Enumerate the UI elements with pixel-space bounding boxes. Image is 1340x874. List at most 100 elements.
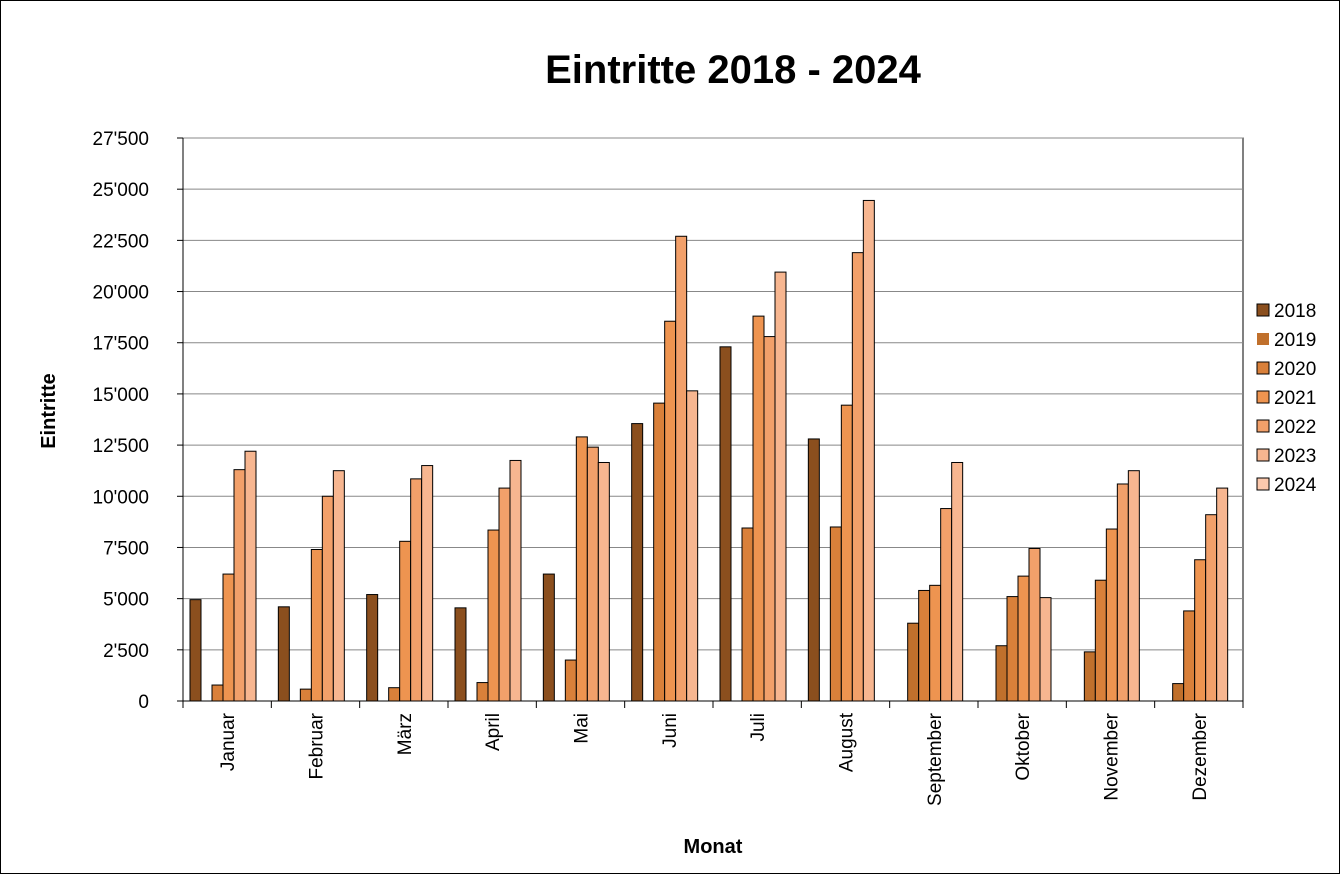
x-axis-label: Monat	[684, 836, 743, 858]
bar-2021-Oktober	[1017, 575, 1030, 702]
y-tick-label: 25'000	[93, 180, 149, 201]
bar-2018-Juni	[631, 423, 644, 702]
bar-2019-Oktober	[995, 645, 1008, 702]
bar-2021-Mai	[575, 436, 588, 702]
bars	[189, 199, 1229, 702]
bar-2023-Mai	[597, 461, 610, 702]
legend-label-2021: 2021	[1274, 388, 1316, 409]
x-tick-label: Juli	[748, 713, 769, 742]
bar-2022-März	[410, 478, 423, 702]
y-tick-label: 15'000	[93, 385, 149, 406]
bar-2023-November	[1127, 470, 1140, 702]
plot-background	[182, 137, 1244, 702]
bar-2022-Juni	[675, 235, 688, 702]
bar-2018-Juli	[719, 346, 732, 702]
bar-2022-August	[851, 252, 864, 702]
bar-2022-September	[940, 508, 953, 702]
bar-2021-Juni	[664, 320, 677, 702]
bar-2021-Dezember	[1194, 559, 1207, 702]
bar-2023-September	[951, 461, 964, 702]
x-axis-ticks: Januar Februar März April Mai Juni Juli August S…	[182, 701, 1244, 806]
bar-2023-Oktober	[1039, 597, 1052, 702]
bar-2019-September	[907, 622, 920, 702]
x-tick-label: September	[925, 712, 946, 806]
x-tick-label: August	[837, 712, 858, 772]
legend-swatch-2021	[1256, 390, 1270, 404]
bar-2019-Dezember	[1172, 683, 1185, 702]
bar-2021-April	[487, 529, 500, 702]
bar-2023-April	[509, 459, 522, 702]
y-axis-label: Eintritte	[38, 373, 60, 449]
bar-2021-August	[840, 404, 853, 702]
y-tick-label: 17'500	[93, 334, 149, 355]
bar-2020-Februar	[299, 688, 312, 702]
bar-2023-Juli	[774, 271, 787, 702]
bar-2021-November	[1105, 528, 1118, 702]
bar-2023-März	[421, 465, 434, 702]
bar-2022-Oktober	[1028, 547, 1041, 702]
legend-swatch-2022	[1256, 419, 1270, 433]
bar-2023-Februar	[332, 470, 345, 702]
bar-2020-Januar	[211, 684, 224, 702]
x-tick-label: Mai	[572, 713, 593, 744]
bar-2019-November	[1083, 651, 1096, 702]
legend-swatch-2023	[1256, 448, 1270, 462]
y-tick-label: 10'000	[93, 487, 149, 508]
legend-label-2018: 2018	[1274, 301, 1316, 322]
y-tick-label: 0	[138, 692, 149, 713]
x-tick-label: Februar	[307, 712, 328, 779]
bar-2018-März	[366, 594, 379, 702]
bar-2021-Juli	[752, 315, 765, 702]
bar-2021-September	[929, 584, 942, 702]
y-tick-label: 27'500	[93, 129, 149, 150]
legend-swatch-2018	[1256, 303, 1270, 317]
x-tick-label: Oktober	[1013, 712, 1034, 780]
bar-2022-Mai	[586, 446, 599, 702]
bar-2018-Januar	[189, 599, 202, 702]
bar-2023-August	[862, 199, 875, 702]
bar-2020-November	[1094, 579, 1107, 702]
bar-2021-März	[399, 540, 412, 702]
bar-2020-August	[829, 526, 842, 702]
bar-2018-August	[807, 438, 820, 702]
bar-2023-Juni	[686, 390, 699, 702]
y-tick-label: 2'500	[103, 641, 149, 662]
bar-2018-Februar	[277, 606, 290, 702]
legend-label-2022: 2022	[1274, 417, 1316, 438]
bar-2022-November	[1116, 483, 1129, 702]
x-tick-label: April	[483, 713, 504, 751]
legend-label-2024: 2024	[1274, 475, 1317, 496]
legend: 2018 2019 2020 2021 2022 2023 2024	[1256, 301, 1317, 496]
bar-2022-Januar	[233, 469, 246, 702]
legend-label-2023: 2023	[1274, 446, 1316, 467]
bar-2022-April	[498, 487, 511, 702]
bar-2020-März	[388, 687, 401, 702]
legend-label-2019: 2019	[1274, 330, 1316, 351]
x-tick-label: November	[1102, 712, 1123, 800]
x-tick-label: Januar	[218, 712, 239, 771]
legend-swatch-2024	[1256, 477, 1270, 491]
x-tick-label: März	[395, 713, 416, 755]
x-tick-label: Dezember	[1190, 712, 1211, 800]
legend-label-2020: 2020	[1274, 359, 1316, 380]
bar-2020-Oktober	[1006, 596, 1019, 702]
bar-2022-Dezember	[1205, 514, 1218, 702]
x-tick-label: Juni	[660, 713, 681, 748]
bar-2020-Juli	[741, 527, 754, 702]
bar-2023-Januar	[244, 450, 257, 702]
legend-swatch-2019	[1257, 333, 1269, 345]
bar-2022-Februar	[321, 495, 334, 702]
y-axis-ticks: 0 2'500 5'000 7'500 10'000 12'500 15'000 17'500…	[93, 129, 183, 713]
plot-area	[182, 137, 1244, 702]
bar-2020-September	[918, 589, 931, 702]
bar-2020-Mai	[564, 659, 577, 702]
y-tick-label: 7'500	[103, 538, 149, 559]
bar-2023-Dezember	[1216, 487, 1229, 702]
bar-2018-April	[454, 607, 467, 702]
bar-2020-April	[476, 682, 489, 702]
bar-2018-Mai	[542, 573, 555, 702]
legend-swatch-2020	[1256, 361, 1270, 375]
bar-2022-Juli	[763, 336, 776, 702]
y-tick-label: 22'500	[93, 231, 149, 252]
y-tick-label: 12'500	[93, 436, 149, 457]
